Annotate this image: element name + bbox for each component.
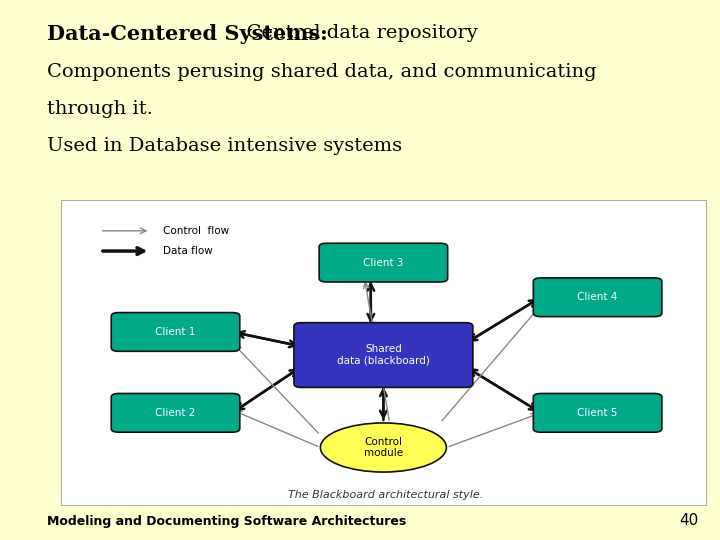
FancyBboxPatch shape bbox=[319, 243, 448, 282]
Text: Components perusing shared data, and communicating: Components perusing shared data, and com… bbox=[47, 63, 596, 81]
Text: Client 3: Client 3 bbox=[363, 258, 404, 268]
FancyBboxPatch shape bbox=[294, 323, 473, 387]
FancyBboxPatch shape bbox=[534, 394, 662, 432]
Text: through it.: through it. bbox=[47, 100, 153, 118]
FancyBboxPatch shape bbox=[534, 278, 662, 316]
Text: Used in Database intensive systems: Used in Database intensive systems bbox=[47, 137, 402, 154]
Text: 40: 40 bbox=[679, 513, 698, 528]
Text: Modeling and Documenting Software Architectures: Modeling and Documenting Software Archit… bbox=[47, 515, 406, 528]
Text: Client 2: Client 2 bbox=[156, 408, 196, 418]
FancyBboxPatch shape bbox=[112, 394, 240, 432]
Ellipse shape bbox=[320, 423, 446, 472]
Text: Central data repository: Central data repository bbox=[234, 24, 477, 42]
Text: Client 4: Client 4 bbox=[577, 292, 618, 302]
Text: Control  flow: Control flow bbox=[163, 226, 229, 236]
Text: Control
module: Control module bbox=[364, 437, 403, 458]
Text: The Blackboard architectural style.: The Blackboard architectural style. bbox=[287, 489, 483, 500]
Text: Data-Centered Systems:: Data-Centered Systems: bbox=[47, 24, 328, 44]
FancyBboxPatch shape bbox=[112, 313, 240, 352]
Text: Client 5: Client 5 bbox=[577, 408, 618, 418]
Text: Data flow: Data flow bbox=[163, 246, 212, 256]
Text: Client 1: Client 1 bbox=[156, 327, 196, 337]
FancyBboxPatch shape bbox=[61, 200, 706, 505]
Text: Shared
data (blackboard): Shared data (blackboard) bbox=[337, 345, 430, 366]
